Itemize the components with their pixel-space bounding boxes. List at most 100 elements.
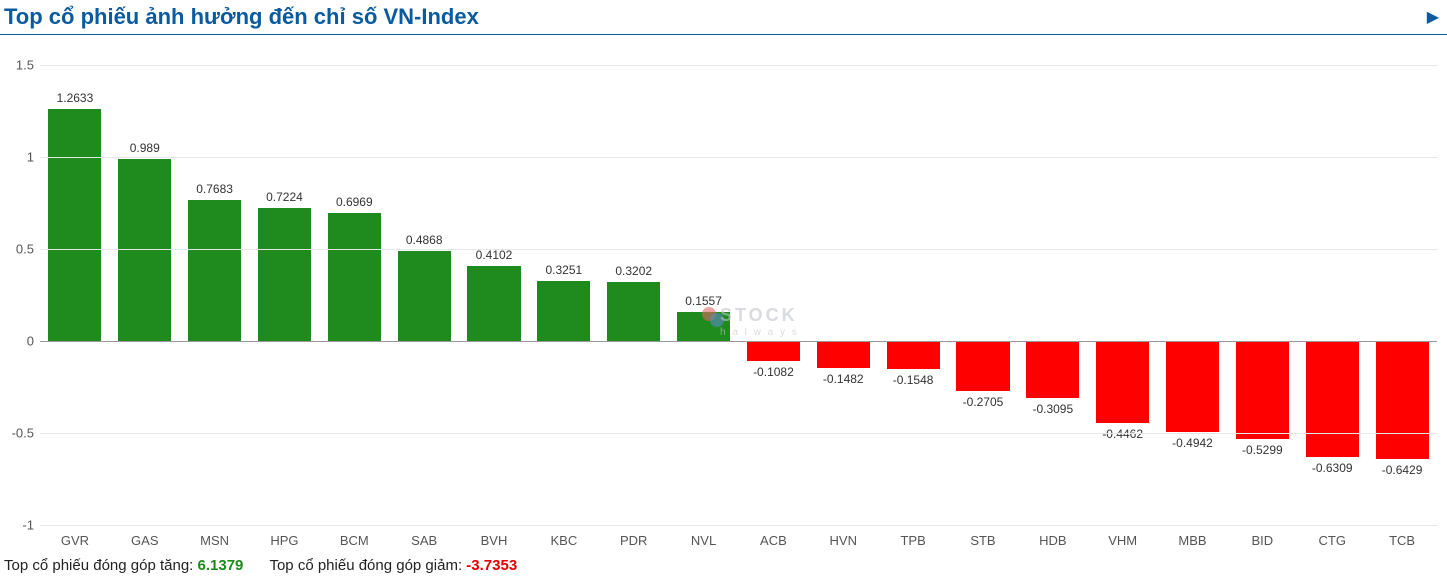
bar-value-label: -0.1082 (739, 365, 809, 379)
bar[interactable] (48, 109, 101, 341)
bar-slot: 0.4102BVH (459, 35, 529, 515)
page-title: Top cổ phiếu ảnh hưởng đến chỉ số VN-Ind… (4, 4, 479, 30)
bar-slot: -0.6309CTG (1297, 35, 1367, 515)
bar-slot: -0.4942MBB (1158, 35, 1228, 515)
x-tick-label: STB (948, 533, 1018, 548)
bar-value-label: -0.6429 (1367, 463, 1437, 477)
x-tick-label: SAB (389, 533, 459, 548)
x-tick-label: MSN (180, 533, 250, 548)
bar-value-label: 0.4868 (389, 233, 459, 247)
y-tick-label: 0 (27, 334, 34, 349)
y-tick-label: 1 (27, 150, 34, 165)
bar[interactable] (956, 341, 1009, 391)
bar[interactable] (1166, 341, 1219, 432)
bar-value-label: 0.6969 (319, 195, 389, 209)
vnindex-impact-chart: -1-0.500.511.5 1.2633GVR0.989GAS0.7683MS… (0, 35, 1447, 555)
bar-slot: -0.2705STB (948, 35, 1018, 515)
header: Top cổ phiếu ảnh hưởng đến chỉ số VN-Ind… (0, 0, 1447, 35)
gridline (40, 65, 1437, 66)
footer-neg-value: -3.7353 (466, 557, 517, 574)
bar[interactable] (1236, 341, 1289, 439)
x-tick-label: TPB (878, 533, 948, 548)
bar[interactable] (607, 282, 660, 341)
x-tick-label: HPG (250, 533, 320, 548)
bar-value-label: 0.7683 (180, 182, 250, 196)
bar-slot: -0.5299BID (1227, 35, 1297, 515)
y-tick-label: -1 (22, 518, 34, 533)
x-tick-label: HDB (1018, 533, 1088, 548)
bar[interactable] (537, 281, 590, 341)
bar-slot: -0.1482HVN (808, 35, 878, 515)
x-tick-label: GVR (40, 533, 110, 548)
footer-pos-label: Top cổ phiếu đóng góp tăng: (4, 557, 193, 574)
bar[interactable] (1026, 341, 1079, 398)
bar-value-label: -0.6309 (1297, 461, 1367, 475)
x-tick-label: VHM (1088, 533, 1158, 548)
bar-slot: 0.7224HPG (250, 35, 320, 515)
bar-slot: -0.1082ACB (739, 35, 809, 515)
y-axis: -1 -0.5 0 0.5 1 1.5 (0, 35, 40, 555)
bar-value-label: -0.2705 (948, 395, 1018, 409)
x-tick-label: BID (1227, 533, 1297, 548)
x-tick-label: CTG (1297, 533, 1367, 548)
bar-slot: 0.4868SAB (389, 35, 459, 515)
bar-slot: -0.3095HDB (1018, 35, 1088, 515)
bar[interactable] (1306, 341, 1359, 457)
y-tick-label: -0.5 (12, 426, 34, 441)
bar-slot: 1.2633GVR (40, 35, 110, 515)
x-tick-label: GAS (110, 533, 180, 548)
bar[interactable] (188, 200, 241, 341)
bar-value-label: -0.4942 (1158, 436, 1228, 450)
bar-slot: -0.4462VHM (1088, 35, 1158, 515)
x-tick-label: PDR (599, 533, 669, 548)
bar-value-label: 0.3202 (599, 264, 669, 278)
page-root: Top cổ phiếu ảnh hưởng đến chỉ số VN-Ind… (0, 0, 1447, 580)
bar[interactable] (747, 341, 800, 361)
bar-value-label: 0.1557 (669, 294, 739, 308)
footer-pos-value: 6.1379 (198, 557, 244, 574)
bar[interactable] (328, 213, 381, 341)
bar[interactable] (398, 251, 451, 341)
bar-value-label: 0.3251 (529, 263, 599, 277)
x-tick-label: TCB (1367, 533, 1437, 548)
x-tick-label: NVL (669, 533, 739, 548)
bar[interactable] (677, 312, 730, 341)
bar-value-label: 1.2633 (40, 91, 110, 105)
next-arrow-icon[interactable]: ▶ (1427, 7, 1439, 27)
bar-slot: -0.1548TPB (878, 35, 948, 515)
bar-value-label: -0.1548 (878, 373, 948, 387)
bar-value-label: 0.7224 (250, 190, 320, 204)
bar[interactable] (1376, 341, 1429, 459)
gridline (40, 157, 1437, 158)
footer-neg-label: Top cổ phiếu đóng góp giảm: (269, 557, 462, 574)
x-tick-label: MBB (1158, 533, 1228, 548)
gridline (40, 525, 1437, 526)
bar-slot: 0.3251KBC (529, 35, 599, 515)
bar-value-label: -0.5299 (1227, 443, 1297, 457)
chart-footer: Top cổ phiếu đóng góp tăng: 6.1379 Top c… (0, 555, 1447, 580)
chart-plot-area: 1.2633GVR0.989GAS0.7683MSN0.7224HPG0.696… (40, 35, 1437, 515)
bar[interactable] (118, 159, 171, 341)
bar[interactable] (1096, 341, 1149, 423)
gridline (40, 341, 1437, 342)
x-tick-label: BVH (459, 533, 529, 548)
x-tick-label: KBC (529, 533, 599, 548)
bar[interactable] (258, 208, 311, 341)
gridline (40, 433, 1437, 434)
bar-slot: 0.7683MSN (180, 35, 250, 515)
bar-slot: -0.6429TCB (1367, 35, 1437, 515)
bar-value-label: -0.4462 (1088, 427, 1158, 441)
bar-slot: 0.989GAS (110, 35, 180, 515)
bar[interactable] (467, 266, 520, 341)
bar-value-label: -0.1482 (808, 372, 878, 386)
bar-slot: 0.1557NVL (669, 35, 739, 515)
x-tick-label: BCM (319, 533, 389, 548)
bar-slot: 0.6969BCM (319, 35, 389, 515)
bar[interactable] (887, 341, 940, 369)
y-tick-label: 0.5 (16, 242, 34, 257)
bar-value-label: -0.3095 (1018, 402, 1088, 416)
bar-value-label: 0.989 (110, 141, 180, 155)
gridline (40, 249, 1437, 250)
y-tick-label: 1.5 (16, 58, 34, 73)
bar[interactable] (817, 341, 870, 368)
